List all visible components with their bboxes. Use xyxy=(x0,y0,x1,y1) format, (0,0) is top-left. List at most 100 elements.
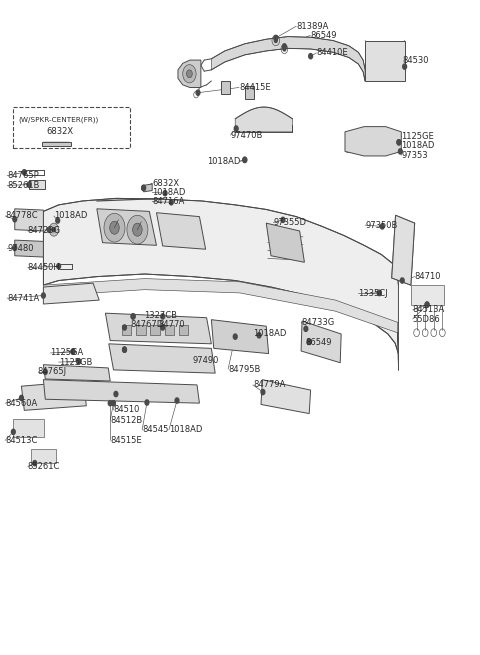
Text: 84741A: 84741A xyxy=(7,293,39,303)
Circle shape xyxy=(57,263,60,269)
Text: 85261C: 85261C xyxy=(28,462,60,471)
Text: 84779A: 84779A xyxy=(253,381,285,389)
Text: 1018AD: 1018AD xyxy=(152,188,186,197)
Text: 86549: 86549 xyxy=(310,31,336,40)
Text: 84795B: 84795B xyxy=(228,365,261,374)
Text: 97355D: 97355D xyxy=(274,218,306,227)
Text: 97490: 97490 xyxy=(192,356,219,365)
Circle shape xyxy=(114,392,118,397)
Circle shape xyxy=(132,223,142,236)
Circle shape xyxy=(257,333,261,338)
Text: 84560A: 84560A xyxy=(5,399,37,407)
Polygon shape xyxy=(42,141,71,146)
Circle shape xyxy=(183,65,196,83)
Circle shape xyxy=(13,246,17,251)
Text: 1018AD: 1018AD xyxy=(169,425,202,434)
Circle shape xyxy=(112,401,116,405)
Circle shape xyxy=(307,339,311,345)
Polygon shape xyxy=(144,184,152,192)
Circle shape xyxy=(425,302,429,307)
Circle shape xyxy=(20,396,24,401)
Text: 97470B: 97470B xyxy=(230,130,263,140)
Circle shape xyxy=(377,290,381,295)
Bar xyxy=(13,107,130,148)
Polygon shape xyxy=(15,240,43,257)
Circle shape xyxy=(131,314,135,319)
Text: 97480: 97480 xyxy=(7,244,34,253)
Circle shape xyxy=(12,429,15,434)
Circle shape xyxy=(104,214,125,242)
Polygon shape xyxy=(109,344,215,373)
Circle shape xyxy=(397,140,401,145)
Text: 84510: 84510 xyxy=(114,405,140,414)
Polygon shape xyxy=(221,81,230,94)
Circle shape xyxy=(261,390,265,395)
Circle shape xyxy=(309,54,312,59)
Circle shape xyxy=(161,325,165,330)
Text: 84513A: 84513A xyxy=(413,305,445,314)
Polygon shape xyxy=(365,41,405,81)
Circle shape xyxy=(41,293,45,298)
Text: 84415E: 84415E xyxy=(239,83,271,92)
Circle shape xyxy=(49,223,59,236)
Text: 1018AD: 1018AD xyxy=(206,157,240,166)
Text: 84710: 84710 xyxy=(415,272,441,281)
Polygon shape xyxy=(392,215,415,285)
Text: 84723G: 84723G xyxy=(28,227,61,235)
Circle shape xyxy=(304,326,308,331)
Text: 1125GE: 1125GE xyxy=(401,132,434,141)
Circle shape xyxy=(145,400,149,405)
Circle shape xyxy=(281,217,285,223)
Polygon shape xyxy=(97,209,156,246)
Polygon shape xyxy=(29,180,45,189)
Text: 1125GA: 1125GA xyxy=(50,348,84,358)
Circle shape xyxy=(283,47,286,51)
Bar xyxy=(136,325,145,335)
Circle shape xyxy=(13,217,17,222)
Polygon shape xyxy=(245,86,254,99)
Circle shape xyxy=(77,359,81,364)
Circle shape xyxy=(52,228,55,232)
Circle shape xyxy=(122,325,126,330)
Text: 1018AD: 1018AD xyxy=(54,212,87,221)
Polygon shape xyxy=(43,380,199,403)
Polygon shape xyxy=(106,313,211,344)
Circle shape xyxy=(403,64,407,69)
Bar xyxy=(13,419,44,437)
Polygon shape xyxy=(156,213,205,250)
Text: 84530: 84530 xyxy=(402,56,429,65)
Text: 1327CB: 1327CB xyxy=(144,310,177,320)
Text: 97350B: 97350B xyxy=(365,221,397,230)
Text: 81389A: 81389A xyxy=(296,22,329,31)
Polygon shape xyxy=(178,60,201,88)
Circle shape xyxy=(187,70,192,78)
Text: 84765P: 84765P xyxy=(7,171,39,180)
Circle shape xyxy=(274,35,278,41)
Circle shape xyxy=(243,157,247,162)
Text: 1018AD: 1018AD xyxy=(401,141,435,150)
Circle shape xyxy=(71,349,75,354)
Circle shape xyxy=(122,347,126,352)
Circle shape xyxy=(380,224,384,229)
Text: 84733G: 84733G xyxy=(301,318,335,327)
Circle shape xyxy=(196,90,200,96)
Text: (W/SPKR-CENTER(FR)): (W/SPKR-CENTER(FR)) xyxy=(19,117,99,123)
Polygon shape xyxy=(235,107,292,132)
Text: 86549: 86549 xyxy=(306,338,332,347)
Circle shape xyxy=(142,185,145,191)
Text: 85261B: 85261B xyxy=(7,181,39,190)
Text: 84770: 84770 xyxy=(159,320,185,329)
Polygon shape xyxy=(15,209,43,231)
Circle shape xyxy=(307,339,311,345)
Text: 84778C: 84778C xyxy=(5,212,38,221)
Circle shape xyxy=(425,302,429,307)
Polygon shape xyxy=(301,321,341,363)
Polygon shape xyxy=(211,320,269,354)
Bar xyxy=(411,285,444,305)
Circle shape xyxy=(161,314,165,319)
Polygon shape xyxy=(266,223,304,262)
Circle shape xyxy=(43,369,47,375)
Circle shape xyxy=(282,44,286,49)
Circle shape xyxy=(108,401,112,405)
Circle shape xyxy=(234,126,238,131)
